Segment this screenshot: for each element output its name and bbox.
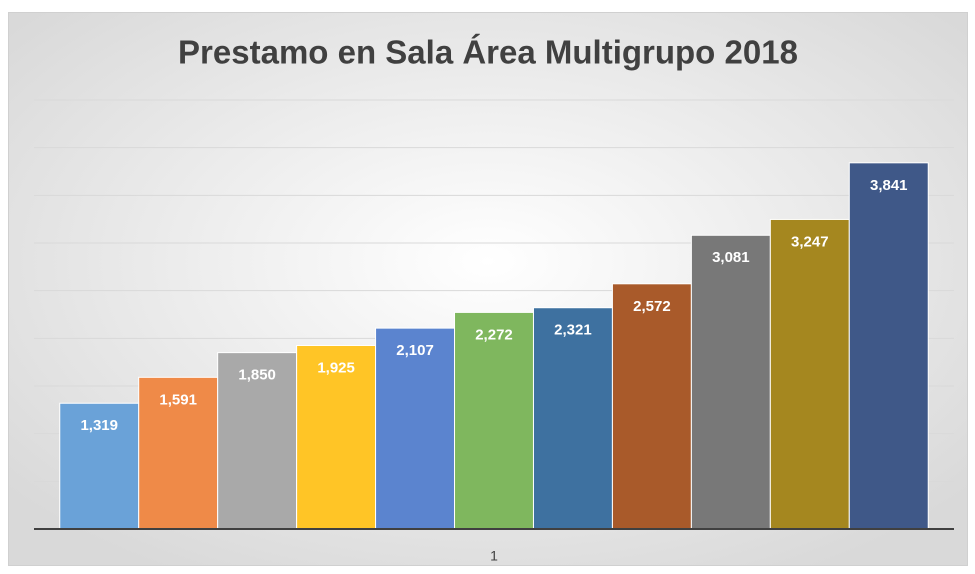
bar (769, 218, 850, 530)
bar (532, 307, 613, 530)
bar (690, 234, 771, 530)
bar (217, 352, 298, 530)
data-label: 3,081 (712, 249, 750, 266)
bar (296, 344, 377, 530)
data-label: 1,850 (238, 367, 276, 384)
bar (375, 327, 456, 530)
data-label: 1,925 (317, 359, 355, 376)
data-label: 3,841 (870, 177, 908, 194)
data-label: 3,247 (791, 233, 829, 250)
x-tick-label: 1 (490, 548, 498, 564)
data-label: 2,321 (554, 322, 592, 339)
bar (59, 402, 140, 530)
bar (454, 311, 534, 530)
data-label: 1,319 (80, 417, 118, 434)
data-label: 1,591 (159, 391, 197, 408)
chart-title: Prestamo en Sala Área Multigrupo 2018 (178, 34, 798, 71)
bar (611, 283, 692, 530)
data-label: 2,272 (475, 326, 513, 343)
data-label: 2,107 (396, 342, 434, 359)
bar (848, 162, 929, 530)
data-label: 2,572 (633, 298, 671, 315)
